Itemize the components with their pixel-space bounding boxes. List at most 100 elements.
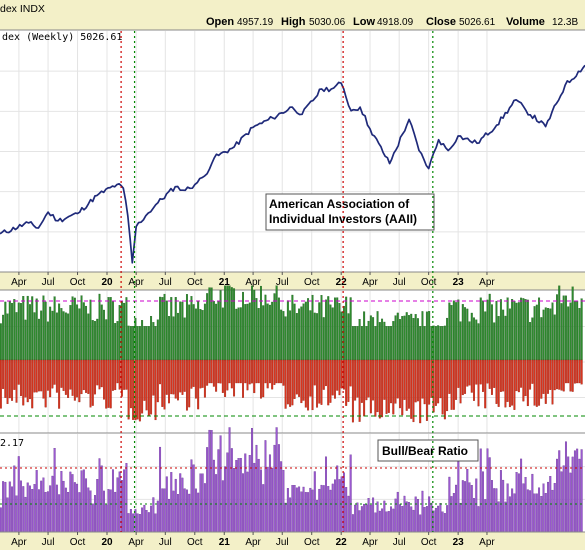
bull-bar xyxy=(529,322,532,361)
bear-bar xyxy=(197,359,200,410)
bull-bar xyxy=(8,300,11,361)
ratio-bar xyxy=(410,506,413,533)
ratio-bar xyxy=(517,473,520,533)
bear-bar xyxy=(356,359,359,398)
open-label: Open xyxy=(206,16,234,28)
bull-bar xyxy=(132,326,135,361)
bear-bar xyxy=(64,359,67,395)
ratio-bar xyxy=(295,487,298,533)
bear-bar xyxy=(138,359,141,422)
ratio-bar xyxy=(533,493,536,533)
bear-bar xyxy=(107,359,110,408)
bear-bar xyxy=(58,359,61,409)
ratio-bar xyxy=(423,507,426,533)
x-axis-band-top xyxy=(0,272,585,290)
ratio-bar xyxy=(98,458,101,533)
bull-bar xyxy=(569,302,572,361)
bull-bar xyxy=(403,315,406,361)
top-tick-label: Jul xyxy=(393,277,406,288)
bull-bar xyxy=(127,325,130,361)
bear-bar xyxy=(210,359,213,384)
bear-bar xyxy=(134,359,137,421)
bull-bar xyxy=(262,305,265,361)
bottom-tick-label: Oct xyxy=(187,537,203,548)
bull-bar xyxy=(172,316,175,361)
ratio-bar xyxy=(91,503,94,533)
bear-bar xyxy=(94,359,96,395)
ratio-bar xyxy=(327,486,330,533)
bottom-tick-label: Apr xyxy=(479,537,495,548)
ratio-bar xyxy=(365,504,368,533)
ratio-bar xyxy=(425,506,428,533)
bear-bar xyxy=(15,359,18,403)
bull-bar xyxy=(257,308,260,361)
ratio-bar xyxy=(123,469,126,533)
bear-bar xyxy=(327,359,330,406)
ratio-bar xyxy=(62,480,65,533)
ratio-bar xyxy=(383,500,386,533)
bottom-tick-label: Oct xyxy=(421,537,437,548)
bull-bar xyxy=(372,317,375,361)
ratio-bar xyxy=(8,481,11,533)
bear-bar xyxy=(150,359,153,415)
bear-bar xyxy=(567,359,570,384)
bull-bar xyxy=(338,303,341,361)
ratio-bar xyxy=(304,492,307,533)
bull-bar xyxy=(58,303,61,361)
bear-bar xyxy=(376,359,379,413)
bull-bar xyxy=(46,321,49,361)
bull-bar xyxy=(143,326,146,361)
bear-bar xyxy=(80,359,83,395)
bear-bar xyxy=(553,359,556,391)
bear-bar xyxy=(338,359,341,396)
bull-bar xyxy=(185,294,188,361)
ratio-bar xyxy=(105,504,108,533)
bear-bar xyxy=(28,359,31,400)
ratio-bar xyxy=(300,491,303,533)
ratio-bar xyxy=(127,513,130,533)
ratio-bar xyxy=(221,480,224,533)
ratio-bar xyxy=(224,466,227,533)
bear-bar xyxy=(526,359,529,407)
aaii-annotation: American Association of Individual Inves… xyxy=(265,193,435,231)
ratio-bar xyxy=(152,497,155,533)
bear-bar xyxy=(271,359,274,390)
ratio-bar xyxy=(85,478,88,533)
bear-bar xyxy=(201,359,204,388)
bull-bar xyxy=(520,297,523,361)
bear-bar xyxy=(450,359,453,410)
bear-bars xyxy=(0,359,583,424)
bull-bar xyxy=(284,316,287,361)
bull-bar xyxy=(264,294,267,361)
bear-bar xyxy=(203,359,206,398)
bull-bar xyxy=(419,326,422,361)
ratio-bar xyxy=(378,510,381,533)
bear-bar xyxy=(363,359,366,417)
ratio-bar xyxy=(441,511,444,533)
bull-bar xyxy=(535,304,538,361)
ratio-bar xyxy=(233,468,236,533)
bull-bar xyxy=(239,307,242,361)
bull-bar xyxy=(347,313,350,361)
bull-bar xyxy=(177,312,179,361)
ratio-bar xyxy=(511,488,514,533)
bull-bar xyxy=(85,305,88,361)
bear-bar xyxy=(188,359,191,408)
bull-bar xyxy=(24,319,27,361)
ratio-bar xyxy=(428,496,431,533)
bear-bar xyxy=(407,359,410,409)
bull-bar xyxy=(116,321,119,361)
ratio-bar xyxy=(461,480,464,533)
bear-bar xyxy=(116,359,119,384)
ratio-bar xyxy=(194,488,197,533)
bottom-tick-label: 21 xyxy=(219,537,231,548)
ratio-bar xyxy=(71,474,74,533)
ratio-bar xyxy=(544,493,547,533)
ratio-bar xyxy=(277,444,280,533)
bear-bar xyxy=(248,359,251,385)
bull-bar xyxy=(511,299,514,361)
ratio-bar xyxy=(73,482,76,533)
bear-bar xyxy=(237,359,240,384)
bull-bar xyxy=(174,297,177,361)
bull-bar xyxy=(179,301,182,361)
